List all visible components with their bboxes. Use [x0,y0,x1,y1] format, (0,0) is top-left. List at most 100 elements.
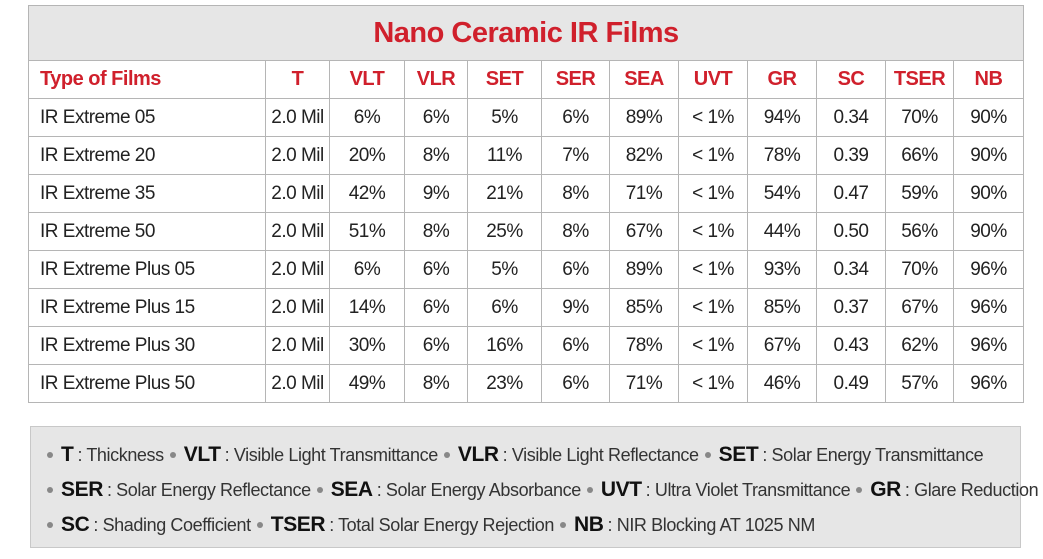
table-row: IR Extreme 05 2.0 Mil 6% 6% 5% 6% 89% < 1% 94% 0.… [28,98,1024,137]
table-cell: < 1% [678,326,748,365]
table-row: IR Extreme 20 2.0 Mil 20% 8% 11% 7% 82% < 1% 78%… [28,136,1024,175]
header-cell: Type of Films [28,60,266,99]
table-cell: 96% [953,250,1024,289]
legend-abbr: SER [61,478,103,501]
bullet [47,486,53,493]
legend-abbr: SC [61,513,90,536]
legend-item: SET: Solar Energy Transmittance [704,443,984,466]
bullet [47,451,53,458]
films-table: Nano Ceramic IR Films Type of Films T VLT V… [28,5,1024,403]
table-cell: < 1% [678,364,748,403]
table-row: IR Extreme Plus 50 2.0 Mil 49% 8% 23% 6% 71% < … [28,364,1024,403]
table-cell: 6% [329,250,405,289]
table-cell: < 1% [678,98,748,137]
legend-desc: : Ultra Violet Transmittance [645,480,851,500]
legend-desc: : NIR Blocking AT 1025 NM [607,515,816,535]
table-cell: 66% [885,136,954,175]
table-cell: 30% [329,326,405,365]
bullet [856,486,863,493]
table-cell: 90% [953,212,1024,251]
legend-desc: : Solar Energy Absorbance [376,480,582,500]
table-cell: 2.0 Mil [265,174,330,213]
table-cell: 2.0 Mil [265,364,330,403]
table-cell: 67% [747,326,817,365]
table-cell: 5% [467,250,542,289]
table-cell: 2.0 Mil [265,212,330,251]
legend-item: GR: Glare Reduction [856,478,1039,501]
table-cell: 6% [404,98,468,137]
table-cell: IR Extreme 20 [28,136,266,175]
table-cell: 42% [329,174,405,213]
bullet [559,521,566,528]
table-cell: 44% [747,212,817,251]
legend-abbr: UVT [600,478,642,501]
header-cell: SC [816,60,886,99]
legend-abbr: GR [870,478,901,501]
table-cell: < 1% [678,288,748,327]
legend-line: SC: Shading Coefficient TSER: Total Solar… [47,507,1020,542]
table-cell: IR Extreme 50 [28,212,266,251]
table-cell: IR Extreme Plus 05 [28,250,266,289]
table-row: IR Extreme 50 2.0 Mil 51% 8% 25% 8% 67% < 1% 44%… [28,212,1024,251]
header-cell: VLT [329,60,405,99]
legend: T: Thickness VLT: Visible Light Transmitt… [30,426,1039,548]
table-cell: 5% [467,98,542,137]
table-cell: < 1% [678,212,748,251]
legend-item: SER: Solar Energy Reflectance [47,478,311,501]
table-cell: IR Extreme 05 [28,98,266,137]
table-cell: 89% [609,250,679,289]
header-row: Type of Films T VLT VLR SET SER SEA UVT GR SC TSER… [28,60,1024,99]
legend-desc: : Thickness [77,445,164,465]
legend-desc: : Solar Energy Transmittance [762,445,984,465]
table-cell: 8% [404,364,468,403]
table-cell: 2.0 Mil [265,288,330,327]
bullet [704,451,711,458]
legend-item: UVT: Ultra Violet Transmittance [586,478,851,501]
table-cell: 6% [541,98,610,137]
header-cell: VLR [404,60,468,99]
table-cell: 62% [885,326,954,365]
bullet [586,486,593,493]
table-cell: IR Extreme 35 [28,174,266,213]
legend-abbr: SET [718,443,759,466]
table-cell: 0.49 [816,364,886,403]
table-cell: 82% [609,136,679,175]
table-title: Nano Ceramic IR Films [28,5,1024,61]
legend-desc: : Total Solar Energy Rejection [329,515,554,535]
table-cell: 96% [953,288,1024,327]
legend-item: TSER: Total Solar Energy Rejection [256,513,554,536]
table-cell: 78% [609,326,679,365]
legend-desc: : Glare Reduction [904,480,1039,500]
table-cell: 2.0 Mil [265,136,330,175]
table-cell: 6% [467,288,542,327]
table-cell: 23% [467,364,542,403]
table-cell: IR Extreme Plus 15 [28,288,266,327]
table-cell: 67% [609,212,679,251]
table-cell: 6% [541,250,610,289]
legend-item: NB: NIR Blocking AT 1025 NM [559,513,816,536]
table-cell: 56% [885,212,954,251]
table-cell: 67% [885,288,954,327]
table-body: IR Extreme 05 2.0 Mil 6% 6% 5% 6% 89% < 1% 94% 0.… [28,98,1024,403]
table-cell: IR Extreme Plus 30 [28,326,266,365]
header-cell: NB [953,60,1024,99]
table-cell: 0.47 [816,174,886,213]
table-cell: 49% [329,364,405,403]
table-cell: 6% [404,326,468,365]
table-cell: 46% [747,364,817,403]
table-cell: 54% [747,174,817,213]
table-cell: 57% [885,364,954,403]
table-cell: 90% [953,98,1024,137]
table-cell: 94% [747,98,817,137]
table-cell: 14% [329,288,405,327]
table-cell: 96% [953,326,1024,365]
table-cell: 16% [467,326,542,365]
table-cell: 0.34 [816,98,886,137]
bullet [256,521,263,528]
legend-item: T: Thickness [47,443,164,466]
table-cell: 89% [609,98,679,137]
legend-item: SC: Shading Coefficient [47,513,251,536]
table-cell: 85% [609,288,679,327]
table-cell: 8% [404,136,468,175]
